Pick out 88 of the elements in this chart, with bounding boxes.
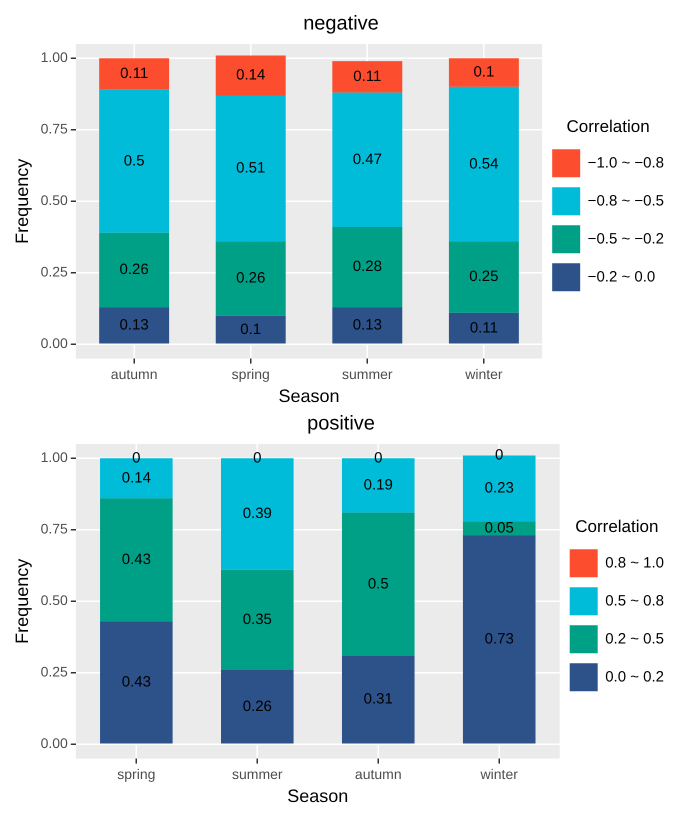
data-label: 0.1: [240, 320, 262, 338]
data-label: 0.28: [352, 258, 382, 276]
x-tick-label: autumn: [110, 366, 158, 382]
data-label: 0.26: [236, 270, 266, 287]
data-label: 0: [253, 449, 262, 466]
bar: [99, 58, 170, 90]
bar: [448, 241, 519, 313]
y-tick-label: 0.25: [40, 664, 68, 680]
x-tick-label: spring: [117, 766, 156, 782]
x-tick-label: summer: [342, 366, 393, 382]
bar: [100, 621, 173, 744]
data-label: 0.31: [364, 690, 393, 708]
legend-label: −0.2 ~ 0.0: [588, 268, 656, 286]
bar: [448, 58, 519, 87]
data-label: 0.13: [352, 316, 382, 334]
legend-label: 0.2 ~ 0.5: [605, 630, 664, 648]
data-label: 0.26: [242, 698, 272, 715]
bar: [221, 570, 294, 670]
x-tick-label: autumn: [354, 766, 402, 782]
data-label: 0.11: [120, 65, 148, 82]
legend-label: 0.0 ~ 0.2: [605, 668, 664, 686]
data-label: 0.14: [236, 66, 266, 84]
x-tick-label: summer: [232, 766, 283, 782]
y-tick-label: 0.50: [40, 192, 68, 208]
x-tick-label: winter: [480, 766, 518, 782]
data-label: 0.13: [120, 316, 149, 334]
bar: [342, 656, 415, 744]
data-label: 0.51: [236, 160, 266, 177]
bar: [448, 86, 519, 242]
data-label: 0.5: [124, 152, 145, 170]
data-label: 0.35: [242, 611, 272, 628]
data-label: 0.47: [352, 150, 382, 168]
x-tick-label: winter: [464, 366, 503, 382]
bar: [448, 312, 519, 344]
data-label: 0.19: [364, 476, 393, 494]
legend-title: Correlation: [575, 516, 658, 536]
y-tick-label: 1.00: [40, 449, 68, 466]
data-label: 0.25: [469, 268, 498, 286]
y-tick-label: 0.75: [40, 520, 68, 537]
bar: [221, 670, 294, 744]
legend-label: 0.8 ~ 1.0: [605, 554, 664, 572]
bar: [216, 316, 286, 344]
data-label: 0.43: [122, 674, 151, 691]
data-label: 0.14: [122, 469, 151, 486]
data-label: 0.73: [484, 630, 514, 648]
legend-label: −1.0 ~ −0.8: [588, 154, 664, 172]
chart-title: positive: [307, 412, 375, 435]
y-tick-label: 1.00: [40, 49, 68, 66]
data-label: 0.5: [368, 575, 389, 592]
bar: [462, 536, 536, 744]
y-tick-label: 0.00: [40, 735, 68, 752]
data-label: 0.54: [469, 155, 498, 172]
legend-title: Correlation: [566, 116, 650, 136]
data-label: 0.23: [484, 479, 514, 496]
y-tick-label: 0.75: [40, 120, 68, 137]
y-tick-label: 0.50: [40, 592, 68, 608]
bar: [100, 498, 173, 622]
data-label: 0.39: [242, 505, 272, 522]
data-label: 0.26: [120, 261, 149, 278]
bar: [332, 61, 402, 93]
bar: [342, 512, 415, 656]
data-label: 0: [374, 449, 382, 466]
bar: [216, 55, 286, 96]
legend-label: 0.5 ~ 0.8: [605, 592, 664, 610]
data-label: 0.05: [484, 520, 514, 537]
bar: [332, 92, 402, 228]
data-label: 0.1: [473, 64, 494, 81]
data-label: 0.43: [122, 550, 151, 568]
bar: [99, 307, 170, 344]
y-tick-label: 0.25: [40, 264, 68, 280]
y-tick-label: 0.00: [40, 335, 68, 352]
chart-title: negative: [303, 12, 379, 35]
bar: [332, 307, 402, 344]
legend-label: −0.5 ~ −0.2: [588, 230, 664, 248]
y-axis-title: Frequency: [12, 158, 32, 244]
y-axis-title: Frequency: [12, 558, 32, 644]
x-axis-title: Season: [287, 786, 348, 806]
bar: [216, 241, 286, 316]
bar: [99, 232, 170, 308]
data-label: 0: [132, 449, 140, 466]
data-label: 0.11: [470, 319, 498, 336]
bar: [99, 90, 170, 233]
x-axis-title: Season: [278, 386, 340, 406]
x-tick-label: spring: [232, 366, 270, 382]
bar: [216, 95, 286, 242]
legend-label: −0.8 ~ −0.5: [588, 192, 664, 210]
data-label: 0.11: [353, 68, 382, 86]
bar: [332, 227, 402, 308]
